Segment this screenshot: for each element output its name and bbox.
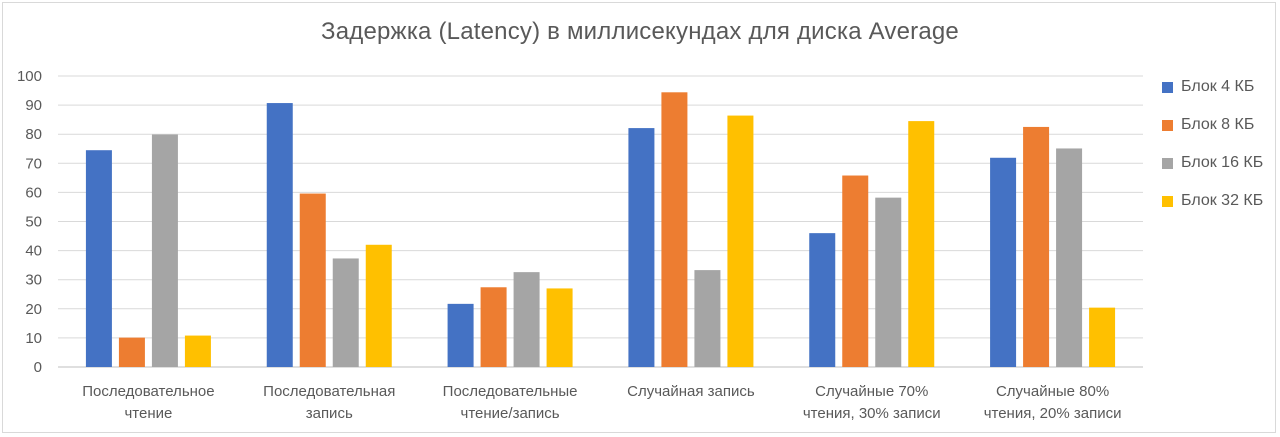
bar <box>628 128 655 367</box>
bar <box>184 335 211 367</box>
bar <box>266 103 293 368</box>
x-tick-label: чтения, 20% записи <box>984 405 1122 422</box>
y-tick-label: 0 <box>34 359 42 376</box>
bar <box>1056 148 1083 367</box>
x-tick-label: Последовательное <box>82 383 214 400</box>
bar <box>299 193 326 367</box>
x-tick-label: Последовательные <box>443 383 578 400</box>
x-tick-label: Случайные 70% <box>815 383 928 400</box>
bar <box>661 92 688 368</box>
bar <box>151 134 178 367</box>
bar <box>447 303 474 367</box>
bar <box>990 157 1017 367</box>
bar <box>546 288 573 367</box>
y-tick-label: 60 <box>25 184 42 201</box>
legend-swatch <box>1162 157 1173 169</box>
bar <box>727 115 754 368</box>
bar <box>809 233 836 367</box>
x-tick-label: чтения, 30% записи <box>803 405 941 422</box>
bar <box>908 121 935 367</box>
bar <box>1089 307 1116 367</box>
y-tick-label: 80 <box>25 126 42 143</box>
x-tick-label: Случайная запись <box>627 383 755 400</box>
legend-swatch <box>1162 195 1173 207</box>
y-tick-label: 10 <box>25 330 42 347</box>
bar <box>513 272 540 367</box>
legend-item: Блок 32 КБ <box>1162 182 1263 220</box>
legend-item: Блок 16 КБ <box>1162 144 1263 182</box>
x-tick-label: Последовательная <box>263 383 395 400</box>
legend-label: Блок 4 КБ <box>1181 78 1255 95</box>
y-tick-label: 30 <box>25 272 42 289</box>
bar <box>365 244 392 367</box>
chart-legend: Блок 4 КБ Блок 8 КБ Блок 16 КБ Блок 32 КБ <box>1162 68 1263 220</box>
legend-label: Блок 32 КБ <box>1181 192 1264 209</box>
y-tick-label: 50 <box>25 214 42 231</box>
y-tick-label: 20 <box>25 301 42 318</box>
bar <box>842 175 869 367</box>
x-tick-label: запись <box>306 405 353 422</box>
bar <box>118 337 145 367</box>
bar <box>85 150 112 367</box>
legend-swatch <box>1162 119 1173 131</box>
legend-swatch <box>1162 81 1173 93</box>
y-tick-label: 90 <box>25 97 42 114</box>
bar <box>1023 126 1050 367</box>
bar <box>332 258 359 367</box>
y-tick-label: 70 <box>25 155 42 172</box>
bar <box>694 270 721 367</box>
bar <box>875 197 902 367</box>
legend-item: Блок 8 КБ <box>1162 106 1263 144</box>
bar <box>480 287 507 367</box>
x-tick-label: чтение/запись <box>461 405 560 422</box>
chart-title: Задержка (Latency) в миллисекундах для д… <box>321 18 959 45</box>
legend-item: Блок 4 КБ <box>1162 68 1263 106</box>
x-tick-label: чтение <box>124 405 172 422</box>
x-tick-label: Случайные 80% <box>996 383 1109 400</box>
y-tick-label: 40 <box>25 243 42 260</box>
legend-label: Блок 16 КБ <box>1181 154 1264 171</box>
y-tick-label: 100 <box>17 68 42 85</box>
legend-label: Блок 8 КБ <box>1181 116 1255 133</box>
